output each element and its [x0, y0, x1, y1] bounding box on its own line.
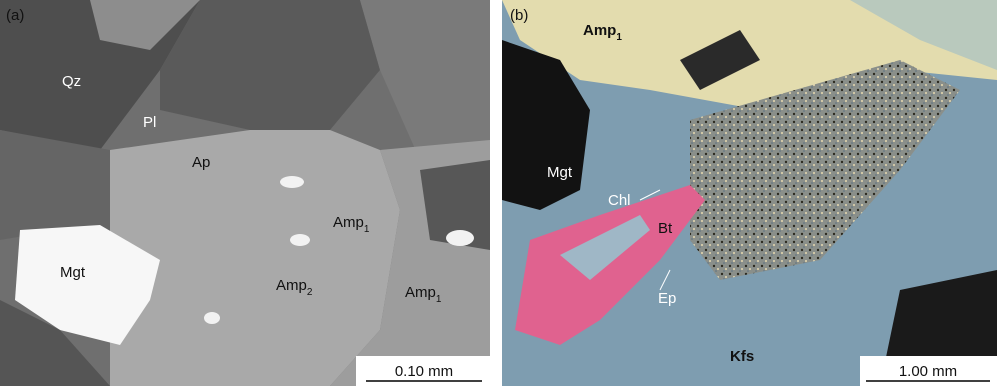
label-text: Amp	[276, 277, 307, 294]
label-text: Amp	[405, 284, 436, 301]
mineral-label: Mgt	[60, 264, 86, 281]
figure: (a) Qz Pl Ap Mgt Amp1 Amp2 Amp1 0.10 mm …	[0, 0, 997, 386]
mineral-label: Chl	[608, 192, 631, 209]
label-text: Amp	[583, 22, 616, 39]
label-sub: 2	[307, 287, 313, 298]
panel-a-image	[0, 0, 490, 386]
panel-tag: (b)	[510, 7, 528, 24]
mineral-label: Pl	[143, 114, 156, 131]
label-sub: 1	[364, 224, 370, 235]
mineral-label: Qz	[62, 73, 81, 90]
mineral-label: Kfs	[730, 348, 754, 365]
mineral-label: Mgt	[547, 164, 573, 181]
scale-label: 0.10 mm	[395, 363, 453, 380]
label-text: Amp	[333, 214, 364, 231]
label-sub: 1	[436, 294, 442, 305]
panel-b-image	[502, 0, 997, 386]
label-sub: 1	[616, 32, 622, 43]
scale-label: 1.00 mm	[899, 363, 957, 380]
mineral-label: Ep	[658, 290, 676, 307]
mineral-label: Ap	[192, 154, 210, 171]
panel-tag: (a)	[6, 7, 24, 24]
mineral-label: Bt	[658, 220, 673, 237]
